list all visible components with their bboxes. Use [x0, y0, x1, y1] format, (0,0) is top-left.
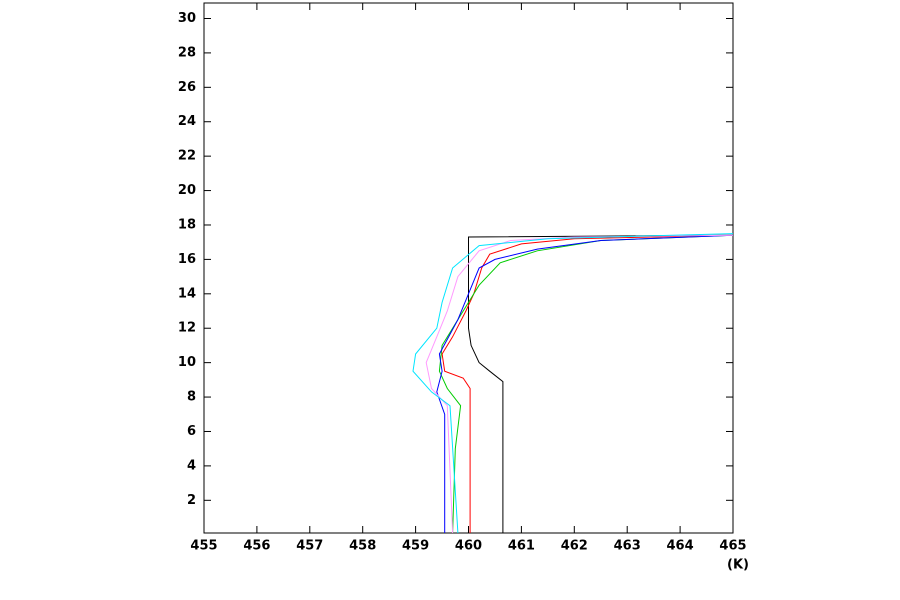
x-tick-label: 465: [719, 539, 746, 554]
x-tick-label: 464: [667, 539, 694, 554]
y-tick-label: 30: [178, 11, 196, 26]
x-tick-label: 457: [296, 539, 323, 554]
x-tick-label: 459: [402, 539, 429, 554]
profile-line: [412, 233, 734, 534]
y-tick-label: 8: [187, 390, 196, 405]
y-tick-label: 6: [187, 424, 196, 439]
x-tick-label: 463: [614, 539, 641, 554]
x-tick-label: 460: [455, 539, 482, 554]
y-tick-label: 12: [178, 321, 196, 336]
x-tick-label: 456: [243, 539, 270, 554]
y-tick-label: 24: [178, 114, 196, 129]
y-tick-label: 14: [178, 286, 196, 301]
profile-line: [441, 234, 734, 533]
profile-line: [425, 234, 734, 534]
y-tick-label: 18: [178, 217, 196, 232]
x-tick-label: 458: [349, 539, 376, 554]
y-tick-label: 20: [178, 183, 196, 198]
x-axis-label: (K): [727, 558, 749, 573]
y-tick-label: 10: [178, 355, 196, 370]
profile-line: [436, 234, 734, 533]
y-tick-label: 22: [178, 149, 196, 164]
x-tick-label: 461: [508, 539, 535, 554]
y-tick-label: 26: [178, 80, 196, 95]
x-tick-label: 455: [190, 539, 217, 554]
profile-line: [438, 234, 734, 534]
y-tick-label: 16: [178, 252, 196, 267]
profile-line: [468, 234, 734, 533]
y-tick-label: 28: [178, 45, 196, 60]
y-tick-label: 2: [187, 493, 196, 508]
x-tick-label: 462: [561, 539, 588, 554]
y-tick-label: 4: [187, 458, 196, 473]
